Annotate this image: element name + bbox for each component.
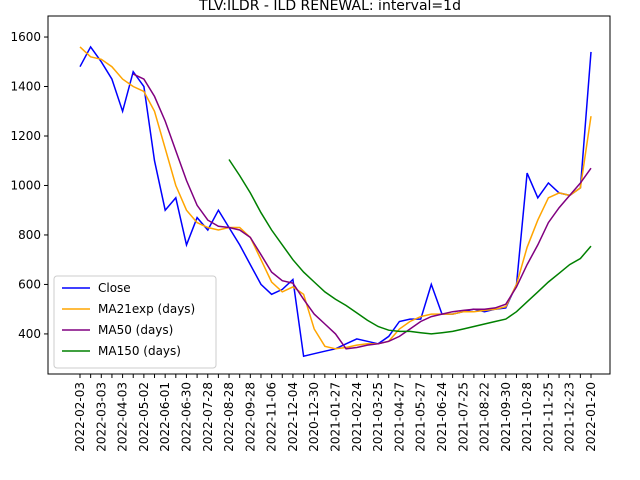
y-tick-label: 1200	[10, 129, 41, 143]
series-line	[132, 73, 592, 350]
x-tick-label: 2022-08-28	[222, 382, 236, 452]
x-tick-label: 2022-03-03	[94, 382, 108, 452]
y-tick-label: 1400	[10, 80, 41, 94]
x-tick-label: 2022-06-01	[158, 382, 172, 452]
x-tick-label: 2021-03-25	[371, 382, 385, 452]
x-tick-label: 2021-10-28	[520, 382, 534, 452]
series-line	[79, 46, 592, 350]
y-tick-label: 600	[18, 277, 41, 291]
y-tick-label: 400	[18, 327, 41, 341]
x-tick-label: 2022-02-03	[73, 382, 87, 452]
legend-label: Close	[98, 281, 131, 295]
x-tick-label: 2021-02-24	[350, 382, 364, 452]
legend-label: MA50 (days)	[98, 323, 173, 337]
legend-label: MA21exp (days)	[98, 302, 195, 316]
x-tick-label: 2020-12-30	[307, 382, 321, 452]
x-tick-label: 2022-06-30	[179, 382, 193, 452]
x-tick-label: 2021-01-27	[329, 382, 343, 452]
x-tick-label: 2021-04-27	[392, 382, 406, 452]
x-tick-label: 2022-05-02	[137, 382, 151, 452]
x-tick-label: 2021-09-30	[499, 382, 513, 452]
x-tick-label: 2022-01-20	[584, 382, 598, 452]
y-tick-label: 800	[18, 228, 41, 242]
legend-box	[53, 275, 217, 369]
plot-frame	[47, 15, 611, 375]
x-tick-label: 2021-07-25	[456, 382, 470, 452]
chart-title: TLV:ILDR - ILD RENEWAL: interval=1d	[198, 0, 461, 14]
x-tick-label: 2022-04-03	[116, 382, 130, 452]
y-tick-label: 1600	[10, 30, 41, 44]
x-tick-label: 2022-09-28	[243, 382, 257, 452]
x-tick-label: 2021-11-25	[541, 382, 555, 452]
x-tick-label: 2022-12-04	[286, 382, 300, 452]
x-tick-label: 2022-11-06	[265, 382, 279, 452]
x-tick-label: 2022-07-28	[201, 382, 215, 452]
x-tick-label: 2021-08-22	[478, 382, 492, 452]
legend-label: MA150 (days)	[98, 344, 181, 358]
y-tick-label: 1000	[10, 178, 41, 192]
x-tick-label: 2021-06-24	[435, 382, 449, 452]
x-tick-label: 2021-12-23	[563, 382, 577, 452]
series-line	[228, 159, 592, 335]
x-tick-label: 2021-05-27	[414, 382, 428, 452]
